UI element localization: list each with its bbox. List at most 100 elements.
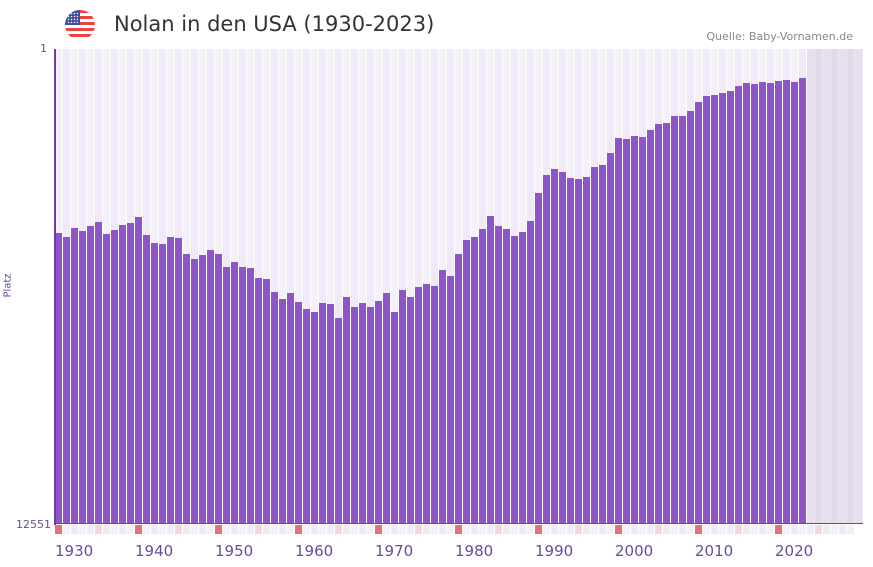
bar-1947[interactable] xyxy=(191,258,198,524)
bar-1934[interactable] xyxy=(87,225,94,524)
bar-2015[interactable] xyxy=(735,85,742,524)
bar-1951[interactable] xyxy=(223,266,230,524)
bar-1933[interactable] xyxy=(79,230,86,524)
bar-1957[interactable] xyxy=(271,291,278,524)
bar-1943[interactable] xyxy=(159,243,166,524)
bar-1975[interactable] xyxy=(415,286,422,524)
year-marker xyxy=(407,525,414,534)
bar-1976[interactable] xyxy=(423,283,430,524)
bar-1990[interactable] xyxy=(535,192,542,524)
bar-1963[interactable] xyxy=(319,302,326,524)
bar-1936[interactable] xyxy=(103,233,110,524)
bar-1993[interactable] xyxy=(559,171,566,524)
bar-2016[interactable] xyxy=(743,82,750,524)
bar-2005[interactable] xyxy=(655,123,662,524)
bar-1965[interactable] xyxy=(335,317,342,524)
bar-1989[interactable] xyxy=(527,220,534,524)
bar-1954[interactable] xyxy=(247,267,254,524)
bar-1971[interactable] xyxy=(383,292,390,524)
bar-1944[interactable] xyxy=(167,236,174,524)
bar-2003[interactable] xyxy=(639,136,646,524)
usa-flag-icon xyxy=(65,10,95,40)
bar-2010[interactable] xyxy=(695,101,702,524)
bar-1931[interactable] xyxy=(63,236,70,524)
bar-1974[interactable] xyxy=(407,296,414,524)
bar-1961[interactable] xyxy=(303,308,310,524)
bar-1973[interactable] xyxy=(399,289,406,524)
bar-1949[interactable] xyxy=(207,249,214,524)
bar-1970[interactable] xyxy=(375,300,382,524)
bar-1960[interactable] xyxy=(295,301,302,524)
bar-1978[interactable] xyxy=(439,269,446,524)
bar-2011[interactable] xyxy=(703,95,710,524)
bar-1946[interactable] xyxy=(183,253,190,524)
bar-2014[interactable] xyxy=(727,90,734,524)
bar-2000[interactable] xyxy=(615,137,622,524)
bar-1935[interactable] xyxy=(95,221,102,524)
bar-2018[interactable] xyxy=(759,81,766,524)
bar-2021[interactable] xyxy=(783,79,790,524)
bar-1980[interactable] xyxy=(455,253,462,524)
bar-1964[interactable] xyxy=(327,303,334,524)
bar-1938[interactable] xyxy=(119,224,126,524)
bar-1992[interactable] xyxy=(551,168,558,524)
bar-1958[interactable] xyxy=(279,298,286,524)
bar-1969[interactable] xyxy=(367,306,374,524)
bar-1988[interactable] xyxy=(519,231,526,524)
bar-1986[interactable] xyxy=(503,228,510,524)
x-tick-label: 1930 xyxy=(55,542,94,560)
bar-1942[interactable] xyxy=(151,242,158,524)
bar-1967[interactable] xyxy=(351,306,358,524)
bar-1956[interactable] xyxy=(263,278,270,524)
bar-1998[interactable] xyxy=(599,164,606,524)
bar-1995[interactable] xyxy=(575,178,582,524)
bar-2017[interactable] xyxy=(751,83,758,524)
bar-1979[interactable] xyxy=(447,275,454,524)
bar-1962[interactable] xyxy=(311,311,318,524)
bar-2006[interactable] xyxy=(663,122,670,524)
bar-1997[interactable] xyxy=(591,166,598,524)
bar-1972[interactable] xyxy=(391,311,398,524)
bar-2012[interactable] xyxy=(711,94,718,524)
bar-2001[interactable] xyxy=(623,138,630,524)
bar-1983[interactable] xyxy=(479,228,486,524)
bar-1953[interactable] xyxy=(239,266,246,524)
bar-1991[interactable] xyxy=(543,174,550,524)
bar-1940[interactable] xyxy=(135,216,142,524)
bar-2007[interactable] xyxy=(671,115,678,524)
bar-1996[interactable] xyxy=(583,176,590,524)
bar-1966[interactable] xyxy=(343,296,350,524)
bar-1982[interactable] xyxy=(471,236,478,524)
bar-1999[interactable] xyxy=(607,152,614,524)
bar-2020[interactable] xyxy=(775,80,782,524)
bar-1994[interactable] xyxy=(567,177,574,524)
bar-1981[interactable] xyxy=(463,239,470,524)
year-marker xyxy=(223,525,230,534)
bar-1955[interactable] xyxy=(255,277,262,524)
bar-1945[interactable] xyxy=(175,237,182,524)
bar-1941[interactable] xyxy=(143,234,150,524)
bar-1939[interactable] xyxy=(127,222,134,524)
bar-2004[interactable] xyxy=(647,129,654,524)
bar-2008[interactable] xyxy=(679,115,686,524)
bar-1977[interactable] xyxy=(431,285,438,524)
bar-1959[interactable] xyxy=(287,292,294,524)
year-marker xyxy=(119,525,126,534)
bar-1952[interactable] xyxy=(231,261,238,524)
bar-2013[interactable] xyxy=(719,92,726,524)
bar-2009[interactable] xyxy=(687,110,694,524)
source-credit[interactable]: Quelle: Baby-Vornamen.de xyxy=(706,30,853,43)
bar-2002[interactable] xyxy=(631,135,638,524)
bar-1985[interactable] xyxy=(495,225,502,524)
bar-1987[interactable] xyxy=(511,235,518,524)
bar-1950[interactable] xyxy=(215,253,222,524)
bar-2022[interactable] xyxy=(791,81,798,524)
bar-1932[interactable] xyxy=(71,227,78,524)
bar-1937[interactable] xyxy=(111,229,118,524)
bar-2019[interactable] xyxy=(767,82,774,524)
bar-1948[interactable] xyxy=(199,254,206,524)
bar-1968[interactable] xyxy=(359,302,366,524)
bar-2023[interactable] xyxy=(799,77,806,524)
bar-1984[interactable] xyxy=(487,215,494,524)
bar-1930[interactable] xyxy=(55,232,62,524)
